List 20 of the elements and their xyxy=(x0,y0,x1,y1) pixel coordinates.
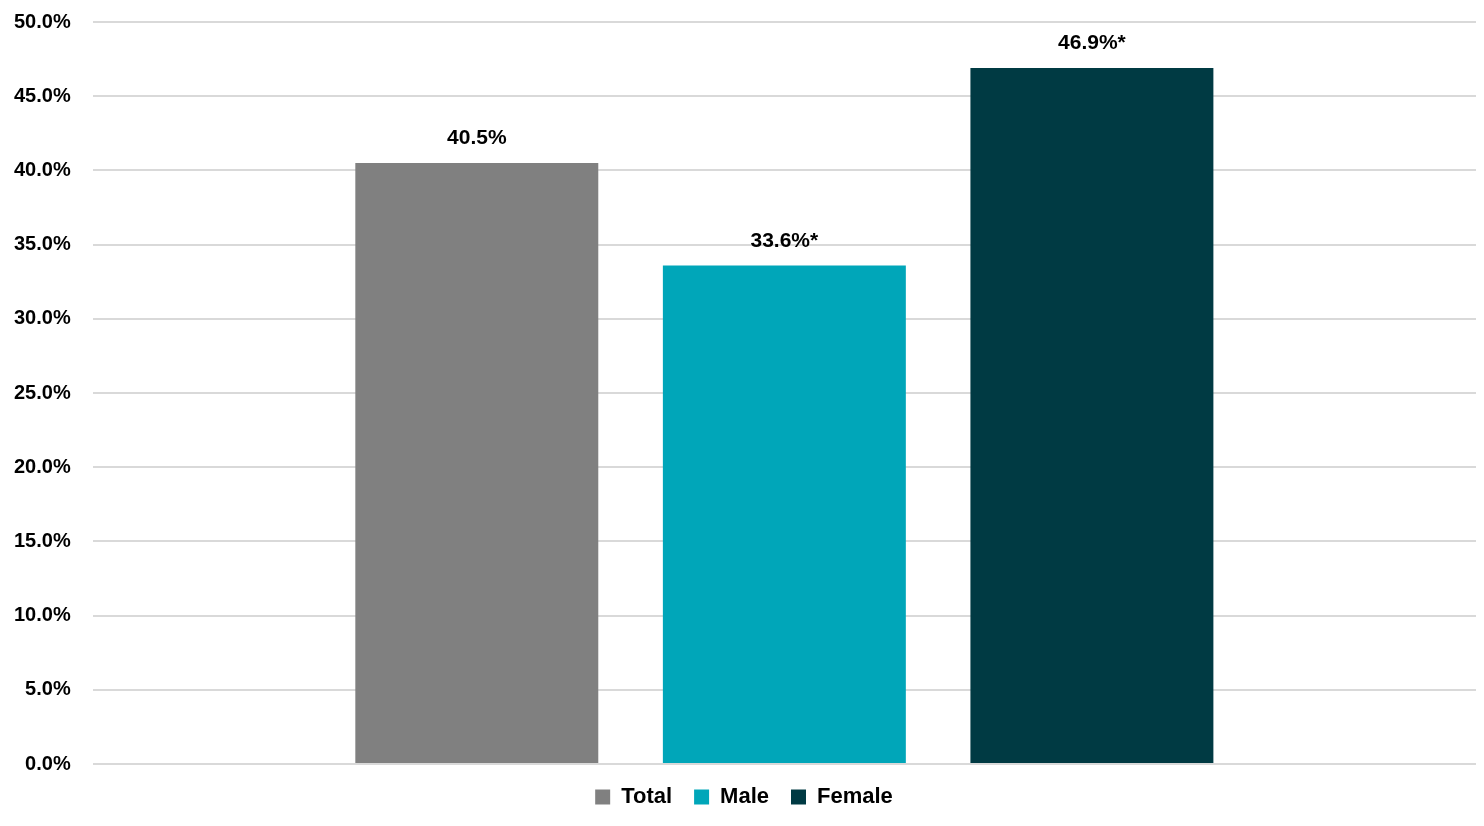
y-tick-label: 50.0% xyxy=(13,9,71,32)
y-tick-label: 10.0% xyxy=(13,603,71,626)
y-tick-label: 15.0% xyxy=(13,528,71,551)
y-tick-label: 45.0% xyxy=(13,83,71,106)
legend-label: Male xyxy=(720,783,770,809)
data-label: 46.9%* xyxy=(1058,30,1127,54)
legend-label: Total xyxy=(621,783,673,809)
y-tick-label: 0.0% xyxy=(25,751,71,774)
legend-label: Female xyxy=(817,783,893,809)
bar xyxy=(355,162,599,763)
bar xyxy=(662,265,906,763)
y-tick-label: 30.0% xyxy=(13,306,71,329)
y-tick-label: 20.0% xyxy=(13,454,71,477)
y-tick-label: 5.0% xyxy=(25,677,71,700)
data-label: 40.5% xyxy=(447,125,507,149)
y-tick-label: 35.0% xyxy=(13,232,71,255)
y-tick-label: 40.0% xyxy=(13,157,71,180)
y-tick-label: 25.0% xyxy=(13,380,71,403)
bar xyxy=(970,68,1214,763)
data-label: 33.6%* xyxy=(750,227,820,251)
